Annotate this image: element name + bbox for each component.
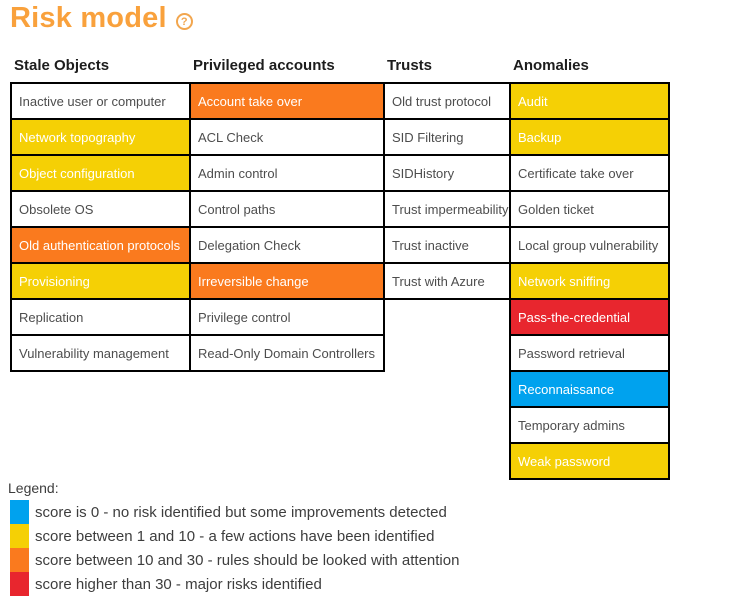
risk-cell-certificate-take-over[interactable]: Certificate take over <box>509 154 670 192</box>
legend-item-high: score higher than 30 - major risks ident… <box>10 572 459 596</box>
risk-cell-backup[interactable]: Backup <box>509 118 670 156</box>
legend-item-medium: score between 10 and 30 - rules should b… <box>10 548 459 572</box>
legend-swatch-low <box>10 524 29 548</box>
risk-cell-irreversible-change[interactable]: Irreversible change <box>189 262 385 300</box>
risk-cell-weak-password[interactable]: Weak password <box>509 442 670 480</box>
column-anomalies: Anomalies Audit Backup Certificate take ove… <box>509 48 670 480</box>
risk-cell-acl-check[interactable]: ACL Check <box>189 118 385 156</box>
legend-items: score is 0 - no risk identified but some… <box>8 500 459 596</box>
legend-swatch-medium <box>10 548 29 572</box>
risk-cell-trust-with-azure[interactable]: Trust with Azure <box>383 262 511 300</box>
risk-cell-admin-control[interactable]: Admin control <box>189 154 385 192</box>
risk-cell-sid-filtering[interactable]: SID Filtering <box>383 118 511 156</box>
risk-cell-obsolete-os[interactable]: Obsolete OS <box>10 190 191 228</box>
risk-cell-password-retrieval[interactable]: Password retrieval <box>509 334 670 372</box>
legend-text: score between 1 and 10 - a few actions h… <box>35 527 435 545</box>
risk-cell-trust-impermeability[interactable]: Trust impermeability <box>383 190 511 228</box>
legend-swatch-high <box>10 572 29 596</box>
risk-cell-control-paths[interactable]: Control paths <box>189 190 385 228</box>
risk-cell-provisioning[interactable]: Provisioning <box>10 262 191 300</box>
risk-cell-old-trust-protocol[interactable]: Old trust protocol <box>383 82 511 120</box>
legend-item-good: score is 0 - no risk identified but some… <box>10 500 459 524</box>
risk-cell-object-configuration[interactable]: Object configuration <box>10 154 191 192</box>
help-icon[interactable]: ? <box>175 13 193 30</box>
column-privileged-accounts: Privileged accounts Account take over ACL … <box>189 48 385 372</box>
risk-cell-read-only-domain-controllers[interactable]: Read-Only Domain Controllers <box>189 334 385 372</box>
risk-cell-temporary-admins[interactable]: Temporary admins <box>509 406 670 444</box>
risk-cell-sidhistory[interactable]: SIDHistory <box>383 154 511 192</box>
column-header-anomalies: Anomalies <box>513 56 589 74</box>
column-trusts: Trusts Old trust protocol SID Filtering SID… <box>383 48 511 300</box>
legend-text: score higher than 30 - major risks ident… <box>35 575 322 593</box>
legend: Legend: score is 0 - no risk identified … <box>8 480 459 596</box>
legend-swatch-good <box>10 500 29 524</box>
risk-cell-network-sniffing[interactable]: Network sniffing <box>509 262 670 300</box>
risk-cell-network-topography[interactable]: Network topography <box>10 118 191 156</box>
legend-text: score between 10 and 30 - rules should b… <box>35 551 460 569</box>
risk-cell-account-take-over[interactable]: Account take over <box>189 82 385 120</box>
risk-cell-inactive-user-or-computer[interactable]: Inactive user or computer <box>10 82 191 120</box>
risk-cell-old-authentication-protocols[interactable]: Old authentication protocols <box>10 226 191 264</box>
title-row: Risk model ? <box>10 2 193 35</box>
risk-cell-pass-the-credential[interactable]: Pass-the-credential <box>509 298 670 336</box>
page-title: Risk model <box>10 2 167 34</box>
risk-cell-trust-inactive[interactable]: Trust inactive <box>383 226 511 264</box>
risk-cell-privilege-control[interactable]: Privilege control <box>189 298 385 336</box>
risk-cell-audit[interactable]: Audit <box>509 82 670 120</box>
legend-text: score is 0 - no risk identified but some… <box>35 503 447 521</box>
column-header-trusts: Trusts <box>387 56 433 74</box>
risk-cell-vulnerability-management[interactable]: Vulnerability management <box>10 334 191 372</box>
risk-cell-reconnaissance[interactable]: Reconnaissance <box>509 370 670 408</box>
column-header-privileged-accounts: Privileged accounts <box>193 56 335 74</box>
legend-item-low: score between 1 and 10 - a few actions h… <box>10 524 459 548</box>
risk-cell-replication[interactable]: Replication <box>10 298 191 336</box>
risk-cell-delegation-check[interactable]: Delegation Check <box>189 226 385 264</box>
column-stale-objects: Stale Objects Inactive user or computer Ne… <box>10 48 191 372</box>
risk-cell-local-group-vulnerability[interactable]: Local group vulnerability <box>509 226 670 264</box>
column-header-stale-objects: Stale Objects <box>14 56 110 74</box>
legend-label: Legend: <box>8 480 59 496</box>
risk-cell-golden-ticket[interactable]: Golden ticket <box>509 190 670 228</box>
